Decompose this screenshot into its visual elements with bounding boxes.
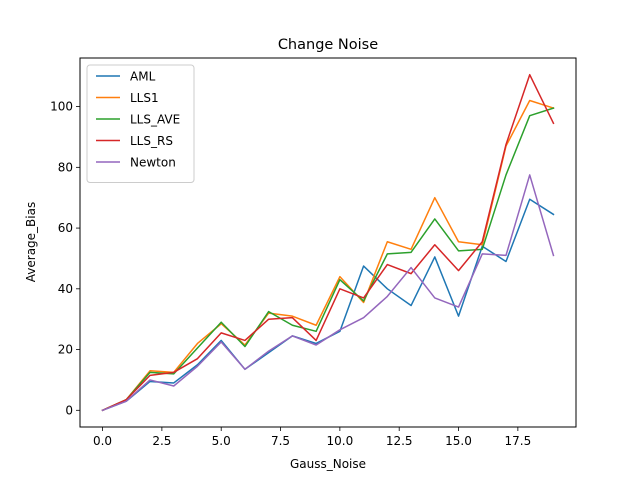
x-tick-label: 15.0: [445, 434, 472, 448]
legend: AML LLS1 LLS_AVE LLS_RS Newton: [86, 64, 195, 183]
x-tick-label: 10.0: [327, 434, 354, 448]
x-tick-label: 17.5: [504, 434, 531, 448]
x-tick-label: 5.0: [212, 434, 231, 448]
legend-label: LLS_AVE: [130, 113, 180, 127]
series-layer: [101, 73, 555, 412]
x-tick-label: 0.0: [93, 434, 112, 448]
x-tick-label: 7.5: [271, 434, 290, 448]
x-axis-ticks: 0.0 2.5 5.0 7.5 10.0 12.5 15.0 17.5: [93, 427, 531, 448]
legend-label: AML: [130, 70, 156, 84]
legend-box: [86, 64, 195, 183]
y-tick-label: 20: [58, 343, 73, 357]
y-tick-label: 40: [58, 282, 73, 296]
x-tick-label: 2.5: [152, 434, 171, 448]
y-axis-label: Average_Bias: [24, 202, 38, 282]
y-axis-ticks: 0 20 40 60 80 100: [50, 100, 80, 417]
chart-title: Change Noise: [278, 37, 378, 53]
x-axis-label: Gauss_Noise: [290, 457, 366, 471]
x-tick-label: 12.5: [386, 434, 413, 448]
legend-label: Newton: [130, 156, 176, 170]
y-tick-label: 80: [58, 160, 73, 174]
legend-label: LLS_RS: [130, 134, 173, 148]
series-line-lls-rs: [101, 73, 555, 412]
series-line-newton: [101, 174, 555, 412]
y-tick-label: 60: [58, 221, 73, 235]
legend-label: LLS1: [130, 91, 159, 105]
y-tick-label: 0: [65, 403, 73, 417]
plot-area-frame: [79, 57, 577, 428]
y-tick-label: 100: [50, 100, 73, 114]
series-line-lls1: [101, 99, 555, 412]
